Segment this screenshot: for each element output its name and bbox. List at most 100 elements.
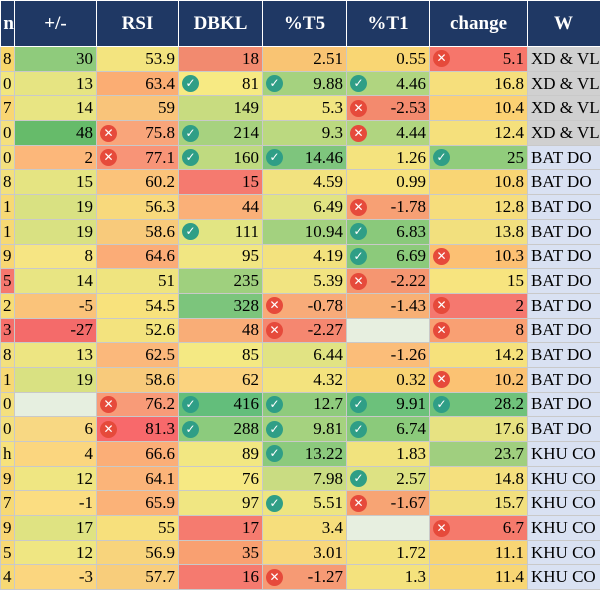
- cell-dbkl[interactable]: ✓ 288: [178, 416, 263, 442]
- cell-t1[interactable]: 0.99: [346, 169, 430, 196]
- cell-t1[interactable]: 0.32: [346, 366, 430, 393]
- table-row[interactable]: 0 48 ✕ 75.8 ✓ 214 9.3 ✕ 4.44 12.4 XD & VL: [0, 120, 600, 146]
- cell-t5[interactable]: 7.98: [262, 465, 347, 492]
- cell-rsi[interactable]: ✕ 81.3: [96, 416, 179, 442]
- cell-plus-minus[interactable]: [14, 391, 97, 418]
- cell-change[interactable]: ✕ 2: [429, 292, 528, 319]
- cell-t1[interactable]: ✓ 4.46: [346, 70, 430, 97]
- cell-w[interactable]: XD & VL: [527, 46, 600, 72]
- cell-t5[interactable]: ✓ 13.22: [262, 441, 347, 467]
- cell-t1[interactable]: 1.3: [346, 564, 430, 591]
- cell-n[interactable]: 5: [0, 539, 15, 566]
- cell-n[interactable]: 0: [0, 144, 15, 171]
- cell-plus-minus[interactable]: -3: [14, 564, 97, 591]
- cell-rsi[interactable]: 56.9: [96, 539, 179, 566]
- cell-plus-minus[interactable]: 14: [14, 95, 97, 122]
- cell-dbkl[interactable]: 76: [178, 465, 263, 492]
- cell-w[interactable]: KHU CO: [527, 515, 600, 541]
- cell-change[interactable]: ✓ 25: [429, 144, 528, 171]
- cell-rsi[interactable]: 57.7: [96, 564, 179, 591]
- cell-t1[interactable]: ✓ 2.57: [346, 465, 430, 492]
- cell-t1[interactable]: ✓ 6.74: [346, 416, 430, 442]
- table-row[interactable]: 3 -27 52.6 48 ✕ -2.27 ✕ 8 BAT DO: [0, 317, 600, 344]
- cell-t5[interactable]: ✕ -0.78: [262, 292, 347, 319]
- cell-t1[interactable]: 1.26: [346, 144, 430, 171]
- table-row[interactable]: 7 -1 65.9 97 ✓ 5.51 ✕ -1.67 15.7 KHU CO: [0, 490, 600, 517]
- cell-t5[interactable]: 5.3: [262, 95, 347, 122]
- cell-change[interactable]: 12.4: [429, 120, 528, 146]
- cell-rsi[interactable]: 58.6: [96, 366, 179, 393]
- table-row[interactable]: 8 13 62.5 85 6.44 -1.26 14.2 BAT DO: [0, 342, 600, 368]
- cell-rsi[interactable]: 51: [96, 268, 179, 294]
- col-header-change[interactable]: change: [429, 0, 528, 47]
- cell-plus-minus[interactable]: 12: [14, 539, 97, 566]
- cell-dbkl[interactable]: ✓ 160: [178, 144, 263, 171]
- cell-t1[interactable]: -1.26: [346, 342, 430, 368]
- cell-dbkl[interactable]: 89: [178, 441, 263, 467]
- cell-w[interactable]: BAT DO: [527, 218, 600, 245]
- table-row[interactable]: 2 -5 54.5 328 ✕ -0.78 -1.43 ✕ 2 BAT DO: [0, 292, 600, 319]
- cell-n[interactable]: 1: [0, 218, 15, 245]
- cell-rsi[interactable]: 64.1: [96, 465, 179, 492]
- cell-change[interactable]: 10.4: [429, 95, 528, 122]
- cell-rsi[interactable]: 59: [96, 95, 179, 122]
- cell-w[interactable]: XD & VL: [527, 95, 600, 122]
- cell-dbkl[interactable]: 44: [178, 194, 263, 220]
- table-row[interactable]: 9 17 55 17 3.4 ✕ 6.7 KHU CO: [0, 515, 600, 541]
- cell-t1[interactable]: ✕ -1.78: [346, 194, 430, 220]
- cell-plus-minus[interactable]: -27: [14, 317, 97, 344]
- cell-n[interactable]: 9: [0, 243, 15, 270]
- cell-rsi[interactable]: 55: [96, 515, 179, 541]
- table-row[interactable]: 8 30 53.9 18 2.51 0.55 ✕ 5.1 XD & VL: [0, 46, 600, 72]
- cell-rsi[interactable]: 63.4: [96, 70, 179, 97]
- cell-t1[interactable]: 0.55: [346, 46, 430, 72]
- cell-plus-minus[interactable]: 30: [14, 46, 97, 72]
- cell-dbkl[interactable]: 85: [178, 342, 263, 368]
- table-row[interactable]: 5 12 56.9 35 3.01 1.72 11.1 KHU CO: [0, 539, 600, 566]
- table-row[interactable]: 4 -3 57.7 16 ✕ -1.27 1.3 11.4 KHU CO: [0, 564, 600, 591]
- cell-t5[interactable]: 9.3: [262, 120, 347, 146]
- cell-n[interactable]: 3: [0, 317, 15, 344]
- cell-change[interactable]: 10.8: [429, 169, 528, 196]
- cell-n[interactable]: 1: [0, 366, 15, 393]
- cell-t5[interactable]: ✓ 9.81: [262, 416, 347, 442]
- cell-n[interactable]: 8: [0, 342, 15, 368]
- cell-n[interactable]: 7: [0, 490, 15, 517]
- cell-t1[interactable]: ✕ -2.22: [346, 268, 430, 294]
- cell-n[interactable]: 0: [0, 70, 15, 97]
- cell-t5[interactable]: 6.44: [262, 342, 347, 368]
- cell-t1[interactable]: ✓ 9.91: [346, 391, 430, 418]
- cell-t5[interactable]: 3.01: [262, 539, 347, 566]
- cell-t1[interactable]: ✓ 6.69: [346, 243, 430, 270]
- cell-w[interactable]: BAT DO: [527, 169, 600, 196]
- table-row[interactable]: 7 14 59 149 5.3 ✕ -2.53 10.4 XD & VL: [0, 95, 600, 122]
- cell-n[interactable]: 0: [0, 391, 15, 418]
- cell-w[interactable]: BAT DO: [527, 268, 600, 294]
- cell-t5[interactable]: 2.51: [262, 46, 347, 72]
- table-row[interactable]: 1 19 58.6 ✓ 111 10.94 ✓ 6.83 13.8 BAT DO: [0, 218, 600, 245]
- cell-change[interactable]: 15: [429, 268, 528, 294]
- cell-plus-minus[interactable]: 13: [14, 342, 97, 368]
- cell-t5[interactable]: 3.4: [262, 515, 347, 541]
- col-header-t1[interactable]: %T1: [346, 0, 430, 47]
- cell-t5[interactable]: ✓ 14.46: [262, 144, 347, 171]
- cell-t1[interactable]: [346, 515, 430, 541]
- table-row[interactable]: 1 19 56.3 44 6.49 ✕ -1.78 12.8 BAT DO: [0, 194, 600, 220]
- cell-w[interactable]: KHU CO: [527, 564, 600, 591]
- cell-n[interactable]: 9: [0, 465, 15, 492]
- cell-n[interactable]: 0: [0, 416, 15, 442]
- col-header-rsi[interactable]: RSI: [96, 0, 179, 47]
- cell-t5[interactable]: 4.59: [262, 169, 347, 196]
- cell-dbkl[interactable]: 235: [178, 268, 263, 294]
- table-row[interactable]: 8 15 60.2 15 4.59 0.99 10.8 BAT DO: [0, 169, 600, 196]
- cell-rsi[interactable]: 65.9: [96, 490, 179, 517]
- cell-n[interactable]: 2: [0, 292, 15, 319]
- cell-t5[interactable]: 10.94: [262, 218, 347, 245]
- cell-dbkl[interactable]: ✓ 416: [178, 391, 263, 418]
- cell-change[interactable]: ✕ 10.3: [429, 243, 528, 270]
- cell-t5[interactable]: 4.19: [262, 243, 347, 270]
- cell-plus-minus[interactable]: 6: [14, 416, 97, 442]
- cell-change[interactable]: ✕ 6.7: [429, 515, 528, 541]
- cell-change[interactable]: 15.7: [429, 490, 528, 517]
- cell-plus-minus[interactable]: 48: [14, 120, 97, 146]
